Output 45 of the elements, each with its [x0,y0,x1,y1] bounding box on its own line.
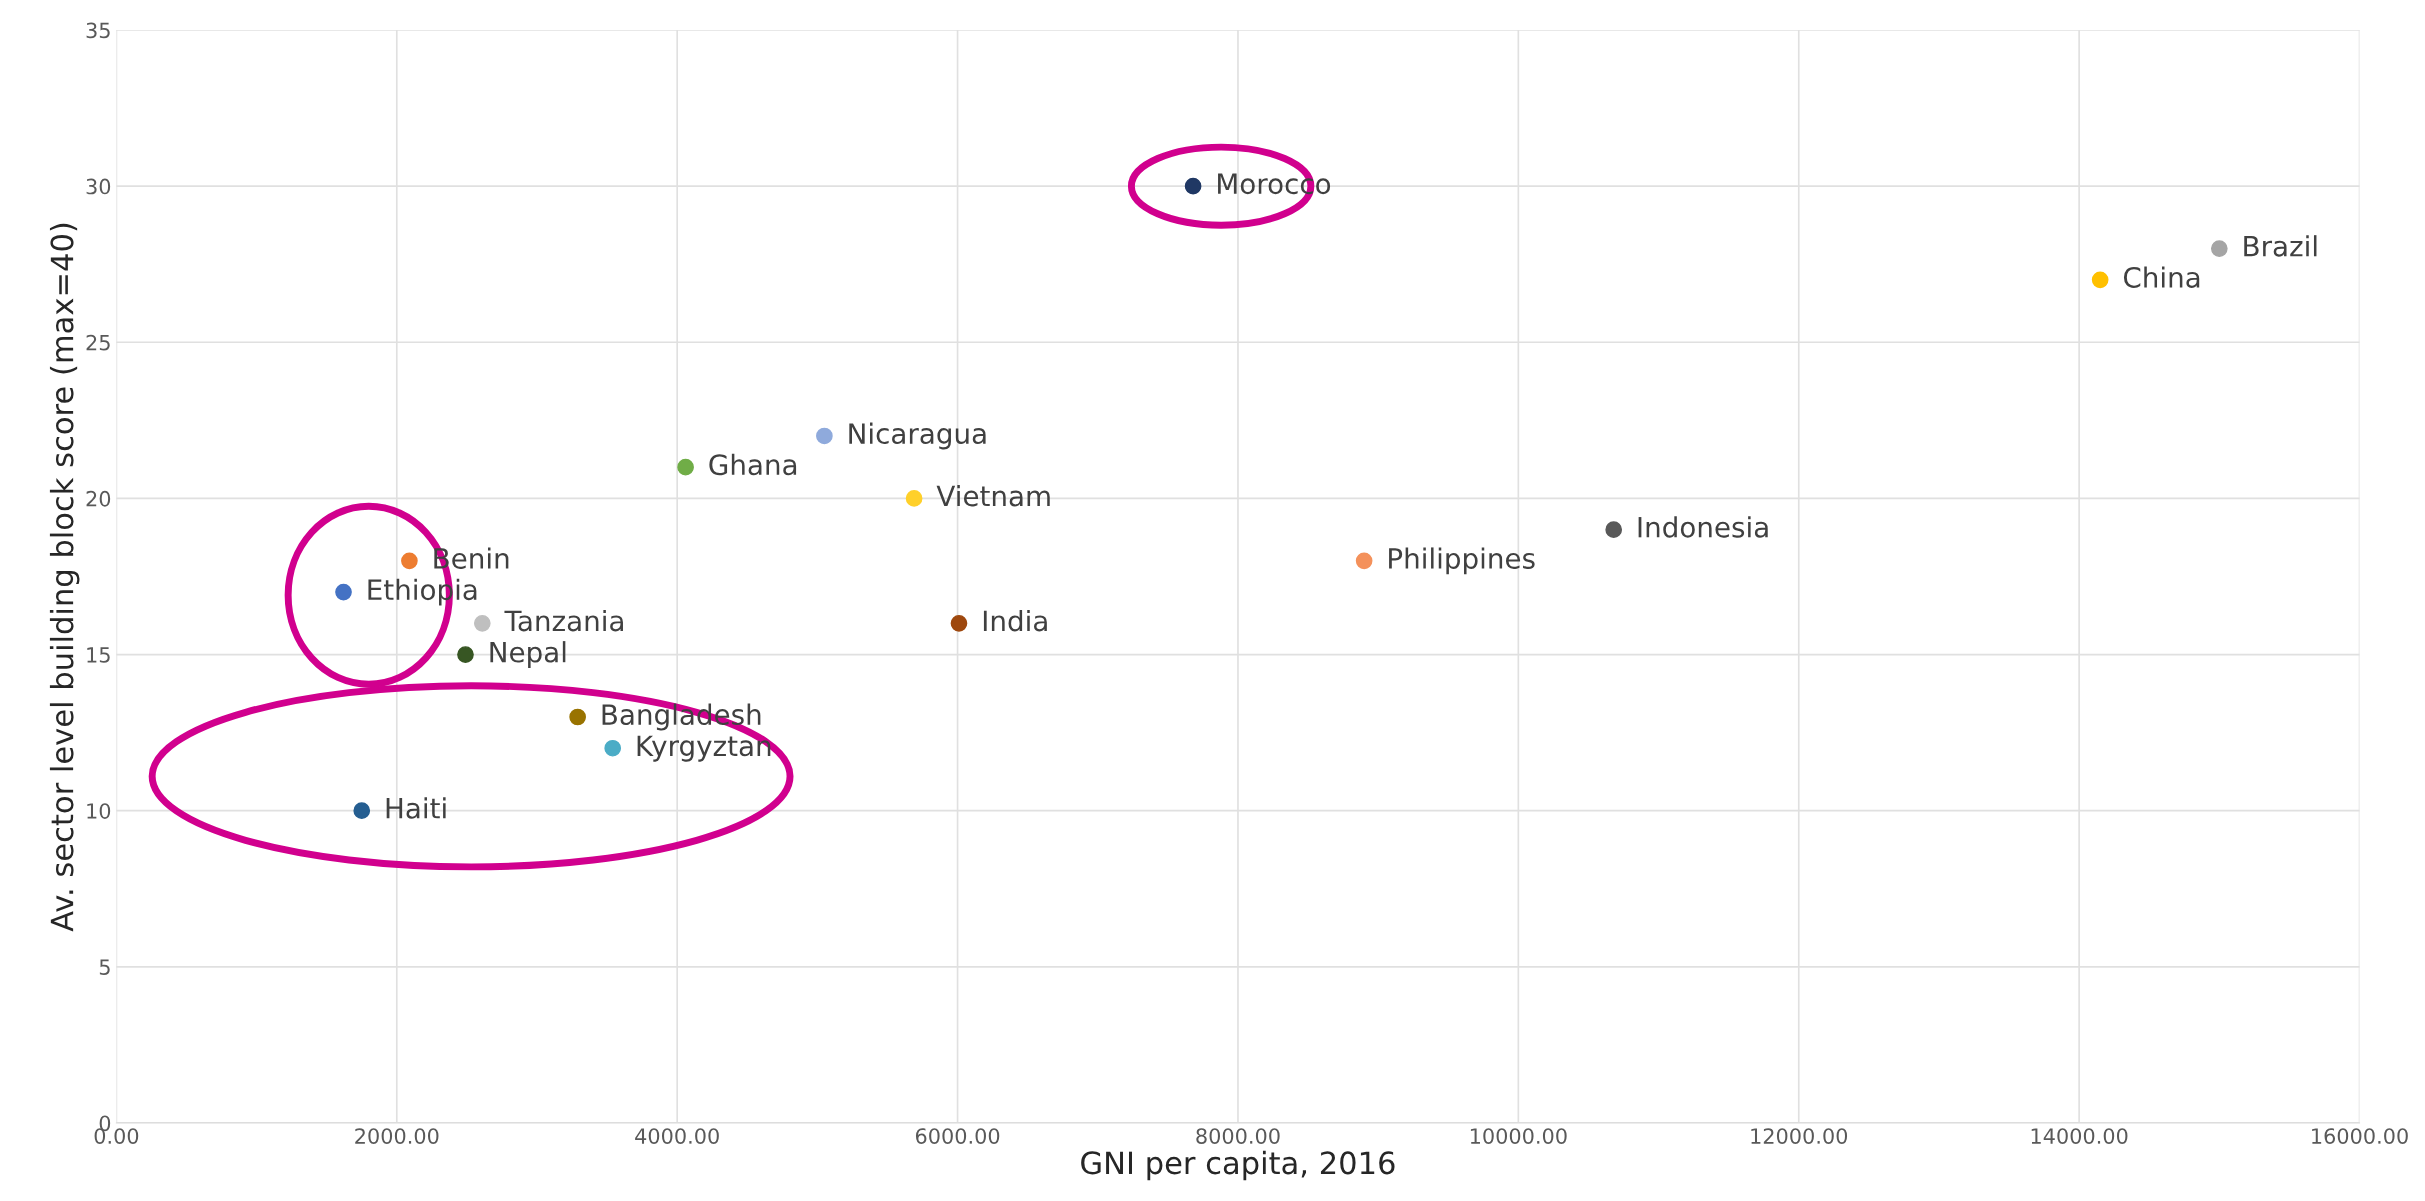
series-label: Nicaragua [849,422,986,450]
y-tick-label: 20 [86,490,111,507]
y-tick-label: 15 [87,647,110,663]
point [2210,240,2228,257]
series-label: Philippines [1389,547,1535,575]
y-axis-title: Av. sector level building block score (max=40) [49,223,80,932]
x-tick-label: 10000.00 [1470,1128,1567,1144]
series-label: Kyrgyztan [637,735,771,762]
y-tick-label: 5 [99,959,110,976]
x-axis-title: GNI per capita, 2016 [1081,1150,1395,1181]
point [816,427,833,445]
point [1355,552,1373,570]
series-label: Ghana [709,453,797,476]
point [950,614,968,632]
series-label: Nepal [490,641,566,668]
series-label: Haiti [386,797,446,819]
point [905,490,923,507]
series-label: Vietnam [936,484,1050,507]
point [335,583,352,601]
point [401,552,418,570]
point [2091,271,2109,289]
series-label: Indonesia [1638,516,1768,538]
x-tick-label: 2000.00 [355,1128,439,1144]
y-tick-label: 35 [86,22,110,39]
point [473,614,491,632]
x-tick-label: 12000.00 [1751,1128,1848,1144]
x-tick-label: 14000.00 [2031,1128,2128,1144]
point [604,739,622,757]
series-label: India [983,609,1047,632]
y-tick-label: 30 [86,178,111,195]
y-tick-label: 25 [86,334,110,351]
point [569,708,586,726]
series-label: China [2123,266,2200,288]
x-tick-label: 8000.00 [1196,1128,1280,1144]
series-label: Tanzania [504,609,623,632]
point [1605,521,1623,538]
y-tick-label: 10 [87,803,111,819]
point [353,802,371,820]
x-tick-label: 4000.00 [635,1128,719,1144]
x-tick-label: 6000.00 [915,1128,1000,1144]
x-tick-label: 16000.00 [2312,1128,2408,1144]
point [457,646,474,663]
point [677,458,694,476]
series-label: Brazil [2244,235,2317,257]
point [1184,177,1202,195]
